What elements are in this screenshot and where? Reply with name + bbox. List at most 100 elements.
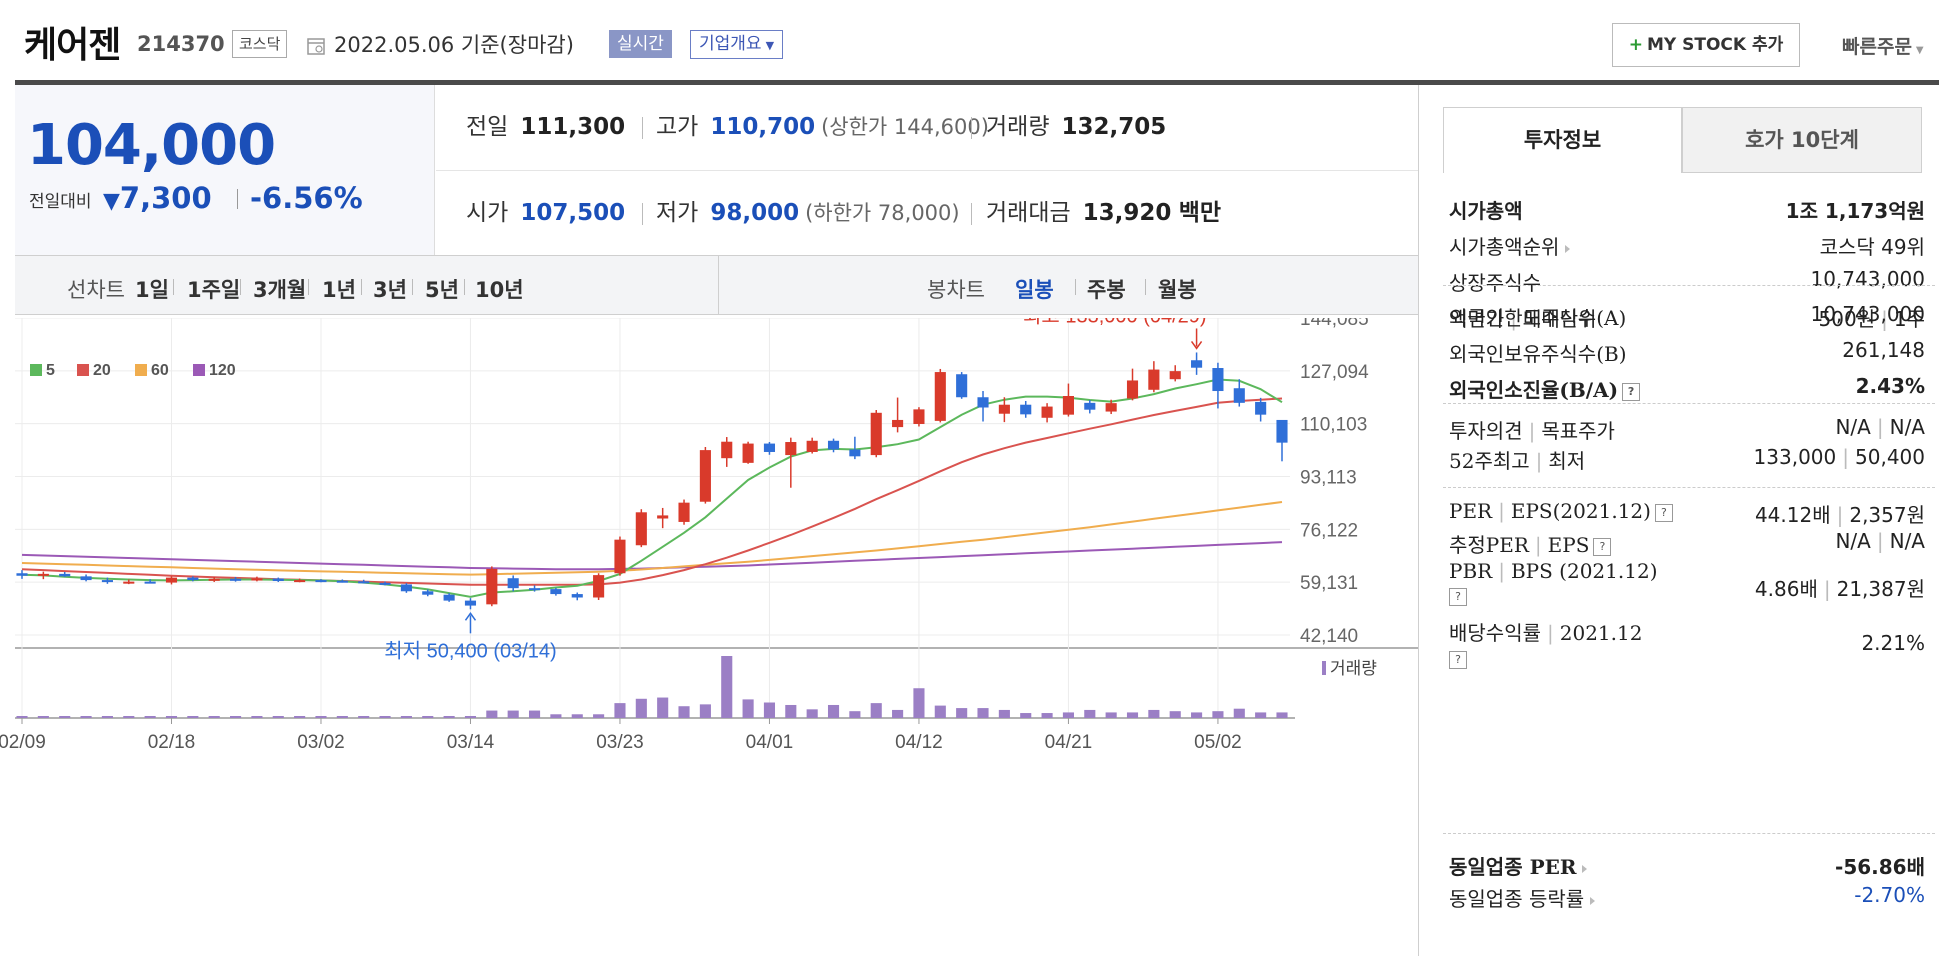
help-icon[interactable]: ?	[1449, 587, 1467, 606]
period-10y[interactable]: 10년	[475, 278, 524, 302]
volume-label: 거래량	[1330, 659, 1377, 678]
divider: |	[1547, 621, 1554, 645]
market-cap-rank-label: 시가총액순위	[1449, 235, 1560, 259]
divider	[642, 117, 643, 139]
industry-change-link[interactable]: 동일업종 등락률	[1449, 883, 1596, 912]
realtime-badge[interactable]: 실시간	[609, 30, 672, 58]
candle-body	[892, 419, 904, 428]
high-value: 110,700	[710, 114, 816, 140]
volume-bar	[16, 716, 28, 718]
quick-order-link[interactable]: 빠른주문 ▼	[1842, 32, 1924, 59]
divider	[240, 279, 241, 295]
period-3m[interactable]: 3개월	[253, 278, 307, 302]
volume-bar	[1084, 709, 1096, 718]
candle-body	[1126, 380, 1139, 399]
tab-order-book[interactable]: 호가 10단계	[1682, 107, 1922, 173]
company-overview-button[interactable]: 기업개요 ▼	[690, 30, 784, 59]
bps-value: 21,387원	[1836, 577, 1925, 601]
volume-bar	[400, 716, 412, 718]
volume-bar	[208, 716, 220, 718]
est-per-eps-label: 추정PER | EPS?	[1449, 529, 1612, 558]
volume-bar	[892, 709, 904, 718]
period-daily[interactable]: 일봉	[1015, 278, 1054, 302]
x-tick-label: 04/01	[746, 732, 794, 753]
current-price-box: 104,000 전일대비 ▼7,300 -6.56%	[15, 85, 435, 255]
period-1d[interactable]: 1일	[135, 278, 169, 302]
volume-bar	[956, 708, 968, 718]
chart-period-bar: 선차트 1일 1주일 3개월 1년 3년 5년 10년 봉차트 일봉 주봉 월봉	[15, 255, 1418, 315]
x-tick-label: 04/12	[895, 732, 943, 753]
company-name: 케어젠	[24, 25, 121, 66]
header-divider	[15, 80, 1939, 85]
volume-bar	[678, 706, 690, 718]
candlestick-chart[interactable]: 144,085 127,094 110,103 93,113 76,122 59,131 4…	[0, 318, 1418, 956]
par-trade-unit-label: 액면가 | 매매단위	[1449, 303, 1597, 332]
ma20-line	[21, 397, 1283, 586]
help-icon[interactable]: ?	[1622, 382, 1641, 401]
period-1y[interactable]: 1년	[322, 278, 356, 302]
y-tick-label: 93,113	[1300, 467, 1357, 488]
candle-body	[1062, 396, 1074, 415]
candle-body	[486, 568, 498, 605]
volume-bar	[998, 709, 1010, 718]
help-icon[interactable]: ?	[1593, 537, 1612, 556]
volume-bar	[913, 688, 925, 718]
candle-body	[571, 594, 583, 598]
period-1w[interactable]: 1주일	[187, 278, 241, 302]
down-triangle-icon: ▼	[103, 189, 120, 214]
candle-body	[358, 581, 370, 584]
divider: |	[1836, 503, 1844, 527]
candle-body	[593, 575, 605, 598]
help-icon[interactable]: ?	[1449, 650, 1467, 669]
volume-bar	[742, 699, 754, 718]
candle-body	[272, 578, 284, 582]
amount-value: 13,920	[1082, 200, 1172, 226]
candle-body	[763, 443, 776, 452]
prev-close: 전일 111,300	[466, 85, 625, 170]
candle-body	[977, 397, 989, 408]
period-3y[interactable]: 3년	[373, 278, 407, 302]
volume-bar	[507, 710, 519, 718]
per-label: PER	[1449, 499, 1493, 523]
candle-body	[827, 440, 840, 450]
period-weekly[interactable]: 주봉	[1087, 278, 1126, 302]
candle-body	[614, 539, 626, 574]
price-change-value: 7,300	[119, 181, 212, 215]
candle-body	[1276, 419, 1288, 443]
candle-body	[187, 577, 199, 581]
divider: |	[1498, 559, 1505, 583]
legend-label: 20	[93, 362, 111, 379]
industry-per-link[interactable]: 동일업종 PER	[1449, 851, 1588, 880]
candle-body	[507, 578, 519, 589]
volume-bar	[1105, 712, 1117, 718]
plus-icon: +	[1628, 35, 1643, 55]
help-icon[interactable]: ?	[1654, 503, 1673, 522]
foreign-limit-label: 외국인한도주식수(A)	[1449, 306, 1627, 330]
low-annotation: 최저 50,400 (03/14)	[384, 639, 556, 662]
my-stock-add-button[interactable]: + MY STOCK 추가	[1612, 23, 1800, 67]
candle-body	[294, 580, 306, 583]
x-tick-label: 03/14	[447, 732, 495, 753]
info-row: 시가총액순위 코스닥 49위	[1443, 231, 1935, 265]
line-chart-label: 선차트	[67, 278, 125, 302]
candle-body	[1233, 388, 1245, 403]
market-cap-rank-link[interactable]: 시가총액순위	[1449, 231, 1571, 260]
legend-label: 5	[46, 362, 55, 379]
foreign-ratio-label: 외국인소진율(B/A)?	[1449, 374, 1641, 403]
target-label: 목표주가	[1541, 419, 1615, 443]
bps-label: BPS (2021.12)	[1510, 559, 1658, 583]
divider: |	[1510, 307, 1517, 331]
industry-per-label: 동일업종 PER	[1449, 855, 1577, 879]
open-price: 시가 107,500	[466, 171, 625, 256]
candle-body	[37, 573, 49, 576]
period-5y[interactable]: 5년	[425, 278, 459, 302]
period-monthly[interactable]: 월봉	[1158, 278, 1197, 302]
volume-bar	[101, 716, 113, 718]
base-date: 2022.05.06 기준(장마감)	[334, 33, 574, 57]
open-value: 107,500	[520, 200, 626, 226]
section-divider	[1443, 285, 1935, 286]
tab-investment-info[interactable]: 투자정보	[1443, 107, 1682, 173]
divider	[412, 279, 413, 295]
volume-bar	[1062, 712, 1074, 718]
volume-bar	[358, 716, 370, 718]
